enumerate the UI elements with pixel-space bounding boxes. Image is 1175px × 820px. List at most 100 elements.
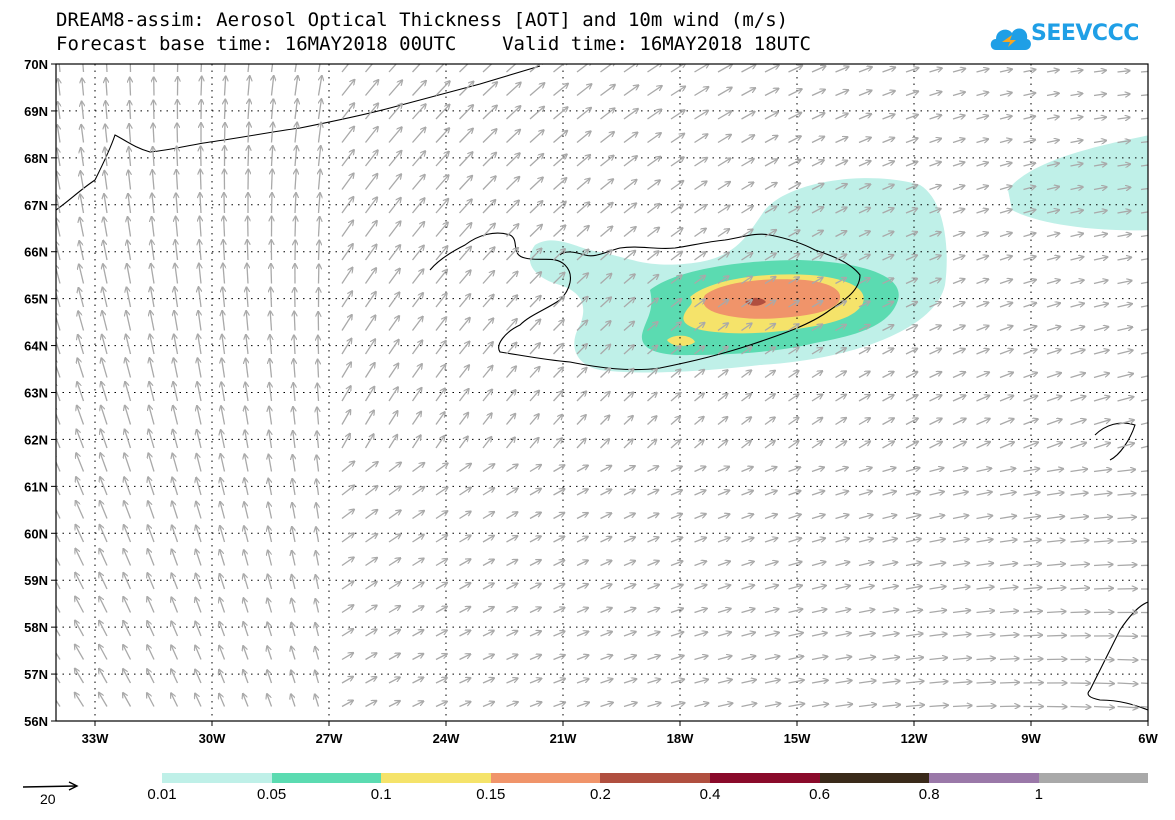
wind-arrow	[293, 455, 296, 472]
wind-arrow	[435, 270, 447, 284]
wind-arrow	[174, 311, 179, 331]
wind-arrow	[435, 246, 447, 261]
wind-arrow	[268, 575, 273, 590]
wind-arrow	[506, 343, 517, 355]
wind-arrow	[741, 562, 754, 567]
wind-arrow	[553, 631, 565, 637]
wind-arrow	[1117, 517, 1136, 518]
wind-arrow	[243, 646, 249, 660]
wind-arrow	[811, 66, 825, 73]
cloud-icon	[990, 28, 1031, 50]
wind-arrow	[811, 184, 824, 191]
wind-arrow	[1070, 280, 1084, 283]
wind-arrow	[882, 515, 897, 520]
wind-arrow	[694, 538, 707, 543]
wind-arrow	[270, 335, 272, 355]
wind-arrow	[411, 293, 424, 308]
wind-arrow	[764, 633, 779, 637]
wind-arrow	[905, 138, 918, 144]
wind-arrow	[576, 537, 588, 543]
wind-arrow	[717, 229, 729, 238]
wind-arrow	[172, 549, 179, 566]
wind-arrow	[244, 550, 249, 566]
wind-arrow	[459, 129, 473, 143]
wind-arrow	[1117, 257, 1132, 260]
wind-arrow	[952, 706, 972, 707]
wind-arrow	[529, 178, 543, 190]
wind-arrow	[411, 340, 423, 355]
wind-arrow	[929, 209, 941, 214]
wind-arrow	[929, 586, 946, 589]
wind-arrow	[482, 64, 497, 73]
wind-arrow	[952, 232, 964, 238]
wind-arrow	[224, 217, 225, 237]
wind-arrow	[388, 245, 400, 261]
wind-arrow	[388, 606, 400, 614]
wind-arrow	[741, 680, 756, 683]
wind-arrow	[412, 678, 424, 684]
wind-arrow	[623, 109, 638, 120]
wind-arrow	[341, 434, 350, 449]
wind-arrow	[882, 372, 894, 379]
wind-arrow	[172, 525, 179, 543]
wind-arrow	[172, 478, 179, 496]
wind-arrow	[835, 609, 851, 612]
wind-arrow	[341, 462, 354, 473]
wind-arrow	[694, 205, 707, 214]
wind-arrow	[1023, 280, 1036, 285]
wind-arrow	[999, 442, 1014, 449]
wind-arrow	[1140, 281, 1148, 285]
wind-arrow	[435, 535, 447, 543]
wind-arrow	[999, 635, 1018, 636]
wind-arrow	[929, 539, 945, 542]
wind-arrow	[717, 632, 731, 637]
lat-tick-label: 60N	[24, 526, 48, 541]
wind-arrow	[1046, 233, 1059, 236]
wind-arrow	[882, 395, 894, 402]
wind-arrow	[56, 573, 61, 590]
wind-arrow	[600, 368, 611, 378]
wind-arrow	[694, 703, 709, 708]
wind-arrow	[835, 680, 852, 683]
wind-arrow	[196, 550, 202, 566]
wind-arrow	[125, 382, 132, 402]
wind-arrow	[56, 195, 61, 214]
wind-arrow	[929, 658, 948, 660]
wind-arrow	[272, 99, 274, 120]
wind-arrow	[999, 326, 1013, 332]
wind-arrow	[1023, 611, 1042, 612]
wind-arrow	[176, 170, 177, 190]
wind-arrow	[435, 294, 447, 308]
wind-arrow	[75, 549, 85, 566]
wind-arrow	[929, 139, 942, 144]
wind-arrow	[858, 491, 872, 496]
wind-arrow	[316, 575, 319, 590]
wind-arrow	[976, 563, 994, 565]
wind-arrow	[1140, 493, 1148, 496]
wind-arrow	[295, 99, 297, 120]
wind-arrow	[976, 611, 995, 613]
wind-arrow	[647, 180, 660, 191]
wind-arrow	[221, 406, 226, 425]
wind-arrow	[295, 193, 296, 214]
wind-arrow	[694, 561, 707, 567]
wind-arrow	[600, 537, 612, 543]
wind-arrow	[905, 539, 921, 542]
wind-arrow	[764, 136, 778, 144]
wind-arrow	[882, 491, 897, 496]
wind-arrow	[1046, 163, 1059, 166]
logo-text: SEEVCCC	[1031, 21, 1139, 46]
wind-arrow	[482, 224, 495, 237]
wind-arrow	[882, 705, 901, 707]
wind-arrow	[291, 647, 296, 660]
wind-arrow	[529, 414, 539, 425]
wind-arrow	[905, 681, 924, 683]
wind-arrow	[1140, 94, 1148, 97]
wind-arrow	[1093, 541, 1112, 542]
wind-arrow	[717, 111, 731, 120]
wind-arrow	[717, 206, 730, 214]
wind-arrow	[341, 221, 353, 237]
wind-arrow	[811, 586, 826, 590]
wind-arrow	[172, 573, 179, 590]
wind-arrow	[952, 139, 965, 143]
